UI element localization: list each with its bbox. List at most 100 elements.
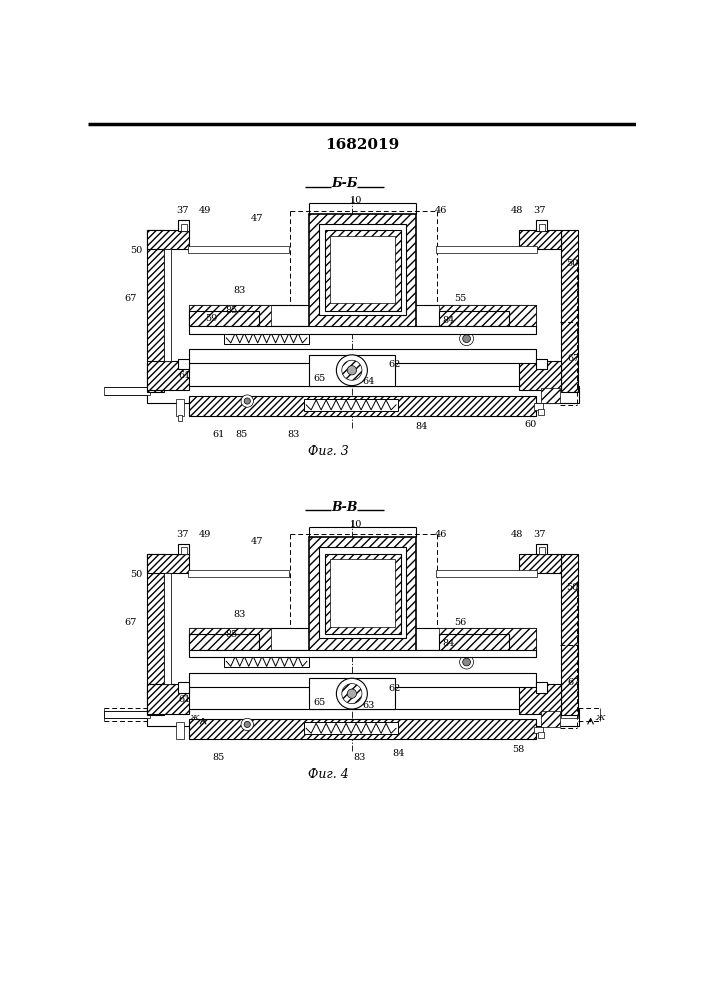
Text: 62: 62 xyxy=(388,360,401,369)
Bar xyxy=(146,361,189,390)
Bar xyxy=(539,224,545,231)
Text: 37: 37 xyxy=(533,530,546,539)
Bar xyxy=(330,235,395,303)
Bar xyxy=(320,547,406,638)
Bar xyxy=(330,559,395,627)
Bar xyxy=(189,634,259,650)
Circle shape xyxy=(337,355,368,386)
Bar xyxy=(189,326,537,334)
Circle shape xyxy=(347,366,356,375)
Bar xyxy=(538,732,544,738)
Bar xyxy=(537,544,547,554)
Bar xyxy=(518,684,561,714)
Text: 83: 83 xyxy=(233,286,246,295)
Bar xyxy=(538,409,544,415)
Text: 59: 59 xyxy=(205,314,217,323)
Text: 85: 85 xyxy=(212,753,225,762)
Text: 67: 67 xyxy=(567,354,580,363)
Bar xyxy=(309,355,395,386)
Bar xyxy=(304,399,398,411)
Text: 37: 37 xyxy=(177,206,189,215)
Text: 50: 50 xyxy=(566,259,579,268)
Text: 64: 64 xyxy=(363,377,375,386)
Bar xyxy=(188,246,289,253)
Text: 84: 84 xyxy=(416,422,428,431)
Bar xyxy=(146,230,189,249)
Bar xyxy=(189,650,537,657)
Text: 83: 83 xyxy=(288,430,300,439)
Bar xyxy=(537,359,547,369)
Text: 50: 50 xyxy=(130,570,143,579)
Text: 49: 49 xyxy=(199,206,211,215)
Text: 85: 85 xyxy=(226,306,238,315)
Text: 37: 37 xyxy=(533,206,546,215)
Text: 67: 67 xyxy=(125,618,137,627)
Text: 58: 58 xyxy=(513,745,525,754)
Text: Ж: Ж xyxy=(190,714,199,722)
Bar xyxy=(146,230,163,392)
Bar xyxy=(146,554,189,573)
Bar xyxy=(436,246,537,253)
Bar xyxy=(561,230,578,392)
Circle shape xyxy=(244,398,250,404)
Bar xyxy=(304,722,398,734)
Bar xyxy=(309,678,395,709)
Bar xyxy=(146,709,579,726)
Bar xyxy=(189,719,537,739)
Bar xyxy=(224,655,309,667)
Text: В-В: В-В xyxy=(331,501,357,514)
Bar xyxy=(189,305,271,326)
Circle shape xyxy=(241,718,253,731)
Text: 10: 10 xyxy=(349,520,362,529)
Bar xyxy=(539,547,545,554)
Bar xyxy=(176,399,184,416)
Bar xyxy=(325,230,401,311)
Circle shape xyxy=(341,360,362,380)
Bar xyxy=(178,544,189,554)
Circle shape xyxy=(244,721,250,728)
Bar xyxy=(189,628,537,650)
Bar xyxy=(541,711,561,727)
Bar xyxy=(534,403,543,410)
Bar xyxy=(541,388,561,403)
Text: 67: 67 xyxy=(125,294,137,303)
Text: 48: 48 xyxy=(510,206,523,215)
Text: 62: 62 xyxy=(388,684,401,693)
Bar xyxy=(436,570,537,577)
Bar xyxy=(146,386,579,403)
Bar xyxy=(146,684,189,714)
Bar xyxy=(104,387,151,395)
Text: 84: 84 xyxy=(443,316,455,325)
Text: 83: 83 xyxy=(354,753,366,762)
Bar xyxy=(561,711,578,718)
Bar xyxy=(534,727,543,733)
Text: 46: 46 xyxy=(435,530,448,539)
Text: 63: 63 xyxy=(363,701,375,710)
Bar xyxy=(178,359,189,369)
Circle shape xyxy=(341,684,362,704)
Text: 60: 60 xyxy=(524,420,536,429)
Text: 50: 50 xyxy=(566,583,579,592)
Bar xyxy=(163,573,171,684)
Text: 67: 67 xyxy=(567,678,580,687)
Bar xyxy=(309,537,416,651)
Text: Фиг. 3: Фиг. 3 xyxy=(308,445,349,458)
Bar xyxy=(309,214,416,328)
Text: 50: 50 xyxy=(130,246,143,255)
Bar xyxy=(189,673,537,687)
Bar xyxy=(189,305,537,326)
Bar xyxy=(189,628,271,650)
Bar xyxy=(518,554,561,573)
Bar xyxy=(440,634,509,650)
Circle shape xyxy=(462,658,470,666)
Text: 84: 84 xyxy=(392,749,404,758)
Bar xyxy=(146,554,163,715)
Bar xyxy=(440,305,537,326)
Text: 47: 47 xyxy=(251,537,264,546)
Text: 65: 65 xyxy=(313,374,325,383)
Bar xyxy=(189,396,537,416)
Bar xyxy=(178,220,189,231)
Bar xyxy=(325,554,401,634)
Text: 1682019: 1682019 xyxy=(325,138,399,152)
Bar xyxy=(178,415,182,421)
